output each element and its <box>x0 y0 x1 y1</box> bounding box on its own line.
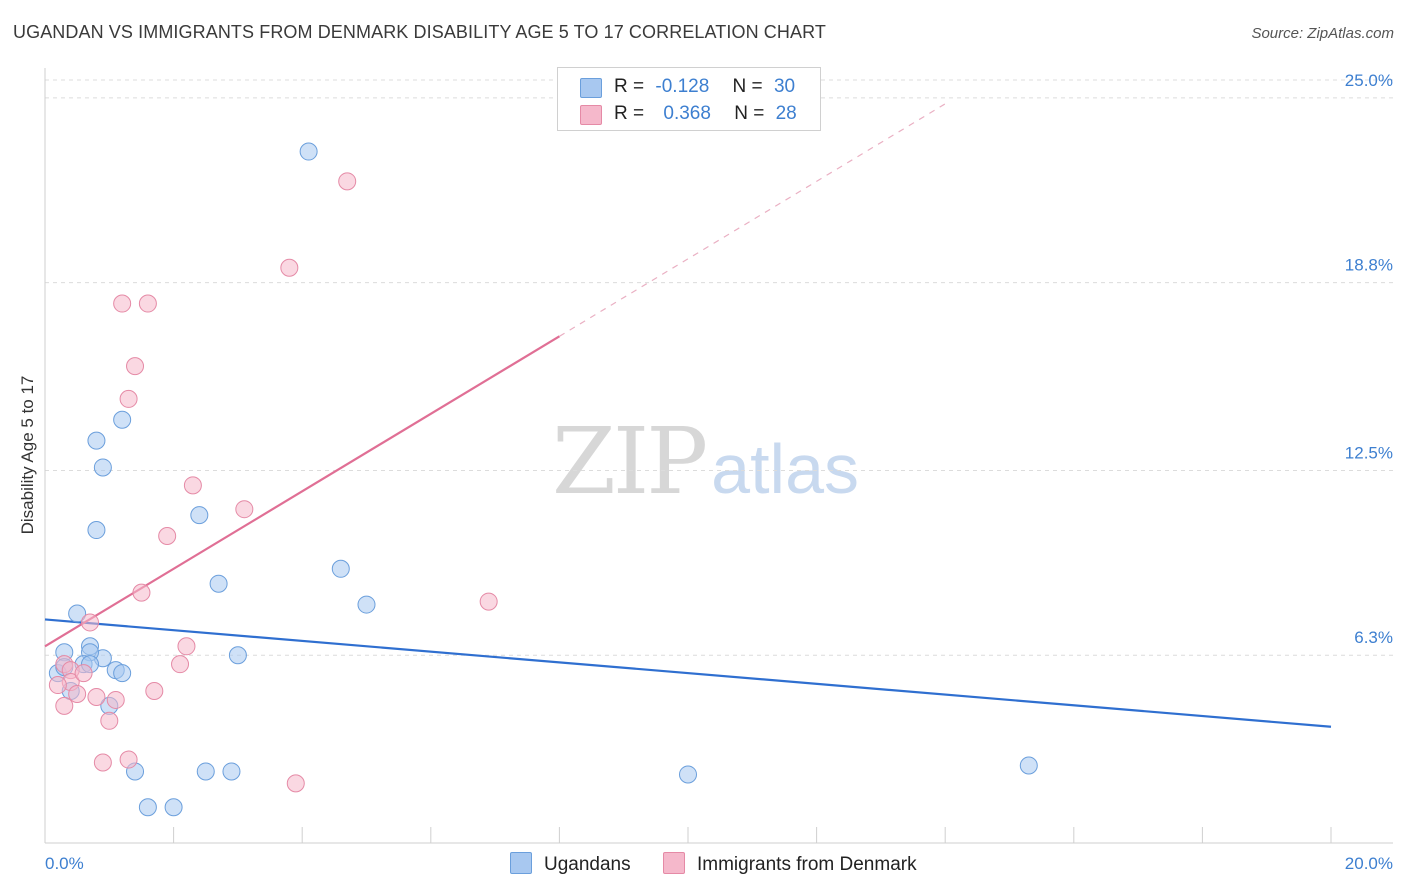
y-tick-label: 12.5% <box>1345 443 1393 462</box>
point-ugandans <box>93 458 112 477</box>
point-ugandans <box>222 762 241 781</box>
point-ugandans <box>299 142 318 161</box>
watermark-zip: ZIP <box>552 408 708 515</box>
point-denmark <box>68 684 87 703</box>
point-denmark <box>235 500 254 519</box>
point-ugandans <box>228 646 247 665</box>
point-denmark <box>93 753 112 772</box>
bottom-legend-denmark: Immigrants from Denmark <box>663 852 917 876</box>
point-denmark <box>280 258 299 277</box>
point-ugandans <box>190 506 209 525</box>
point-denmark <box>286 774 305 793</box>
legend-n-value: 30 <box>773 76 796 97</box>
point-ugandans <box>196 762 215 781</box>
point-ugandans <box>1019 756 1038 775</box>
point-denmark <box>177 637 196 656</box>
legend-n-value: 28 <box>775 103 797 124</box>
point-denmark <box>106 690 125 709</box>
legend-row-denmark: R = 0.368 N = 28 <box>580 103 797 125</box>
legend-n-label: N = <box>734 103 765 124</box>
point-denmark <box>100 711 119 730</box>
point-denmark <box>81 613 100 632</box>
point-denmark <box>138 294 157 313</box>
point-denmark <box>119 389 138 408</box>
x-tick-label: 20.0% <box>1345 854 1393 873</box>
bottom-legend-label-ugandans: Ugandans <box>544 854 631 875</box>
point-denmark <box>132 583 151 602</box>
correlation-legend: R = -0.128 N = 30 R = 0.368 N = 28 <box>557 67 821 131</box>
chart-title: UGANDAN VS IMMIGRANTS FROM DENMARK DISAB… <box>13 22 826 42</box>
point-ugandans <box>209 574 228 593</box>
bottom-legend-ugandans: Ugandans <box>510 852 631 876</box>
y-tick-label: 25.0% <box>1345 71 1393 90</box>
point-ugandans <box>113 664 132 683</box>
point-ugandans <box>87 431 106 450</box>
point-denmark <box>171 655 190 674</box>
point-ugandans <box>357 595 376 614</box>
point-ugandans <box>164 798 183 817</box>
point-denmark <box>145 681 164 700</box>
bottom-legend-label-denmark: Immigrants from Denmark <box>697 854 917 875</box>
point-ugandans <box>68 604 87 623</box>
point-ugandans <box>138 798 157 817</box>
point-denmark <box>48 676 67 695</box>
point-ugandans <box>679 765 697 784</box>
legend-r-label: R = <box>614 76 645 97</box>
legend-row-ugandans: R = -0.128 N = 30 <box>580 76 796 98</box>
point-ugandans <box>113 410 132 429</box>
trend-line-extension-denmark <box>559 103 946 337</box>
point-denmark <box>338 172 357 191</box>
point-denmark <box>113 294 132 313</box>
legend-swatch-denmark <box>580 105 602 125</box>
legend-n-label: N = <box>732 76 763 97</box>
trend-line-denmark <box>44 335 560 648</box>
bottom-legend-swatch-ugandans <box>510 852 532 874</box>
source-credit: Source: ZipAtlas.com <box>1251 25 1394 42</box>
watermark-atlas: atlas <box>711 430 860 508</box>
point-denmark <box>119 750 138 769</box>
point-denmark <box>87 687 106 706</box>
point-ugandans <box>331 559 350 578</box>
point-denmark <box>55 696 74 715</box>
point-denmark <box>479 592 498 611</box>
point-denmark <box>74 664 93 683</box>
legend-r-value: 0.368 <box>663 103 711 124</box>
y-tick-label: 18.8% <box>1345 256 1393 275</box>
legend-r-value: -0.128 <box>655 76 710 97</box>
legend-swatch-ugandans <box>580 78 602 98</box>
y-tick-label: 6.3% <box>1354 628 1393 647</box>
point-ugandans <box>87 521 106 540</box>
trend-line-ugandans <box>44 618 1332 728</box>
watermark: ZIPatlas <box>552 408 859 515</box>
point-denmark <box>126 357 145 376</box>
point-denmark <box>183 476 202 495</box>
point-denmark <box>158 527 177 546</box>
x-tick-label: 0.0% <box>45 854 84 873</box>
legend-r-label: R = <box>614 103 645 124</box>
bottom-legend-swatch-denmark <box>663 852 685 874</box>
